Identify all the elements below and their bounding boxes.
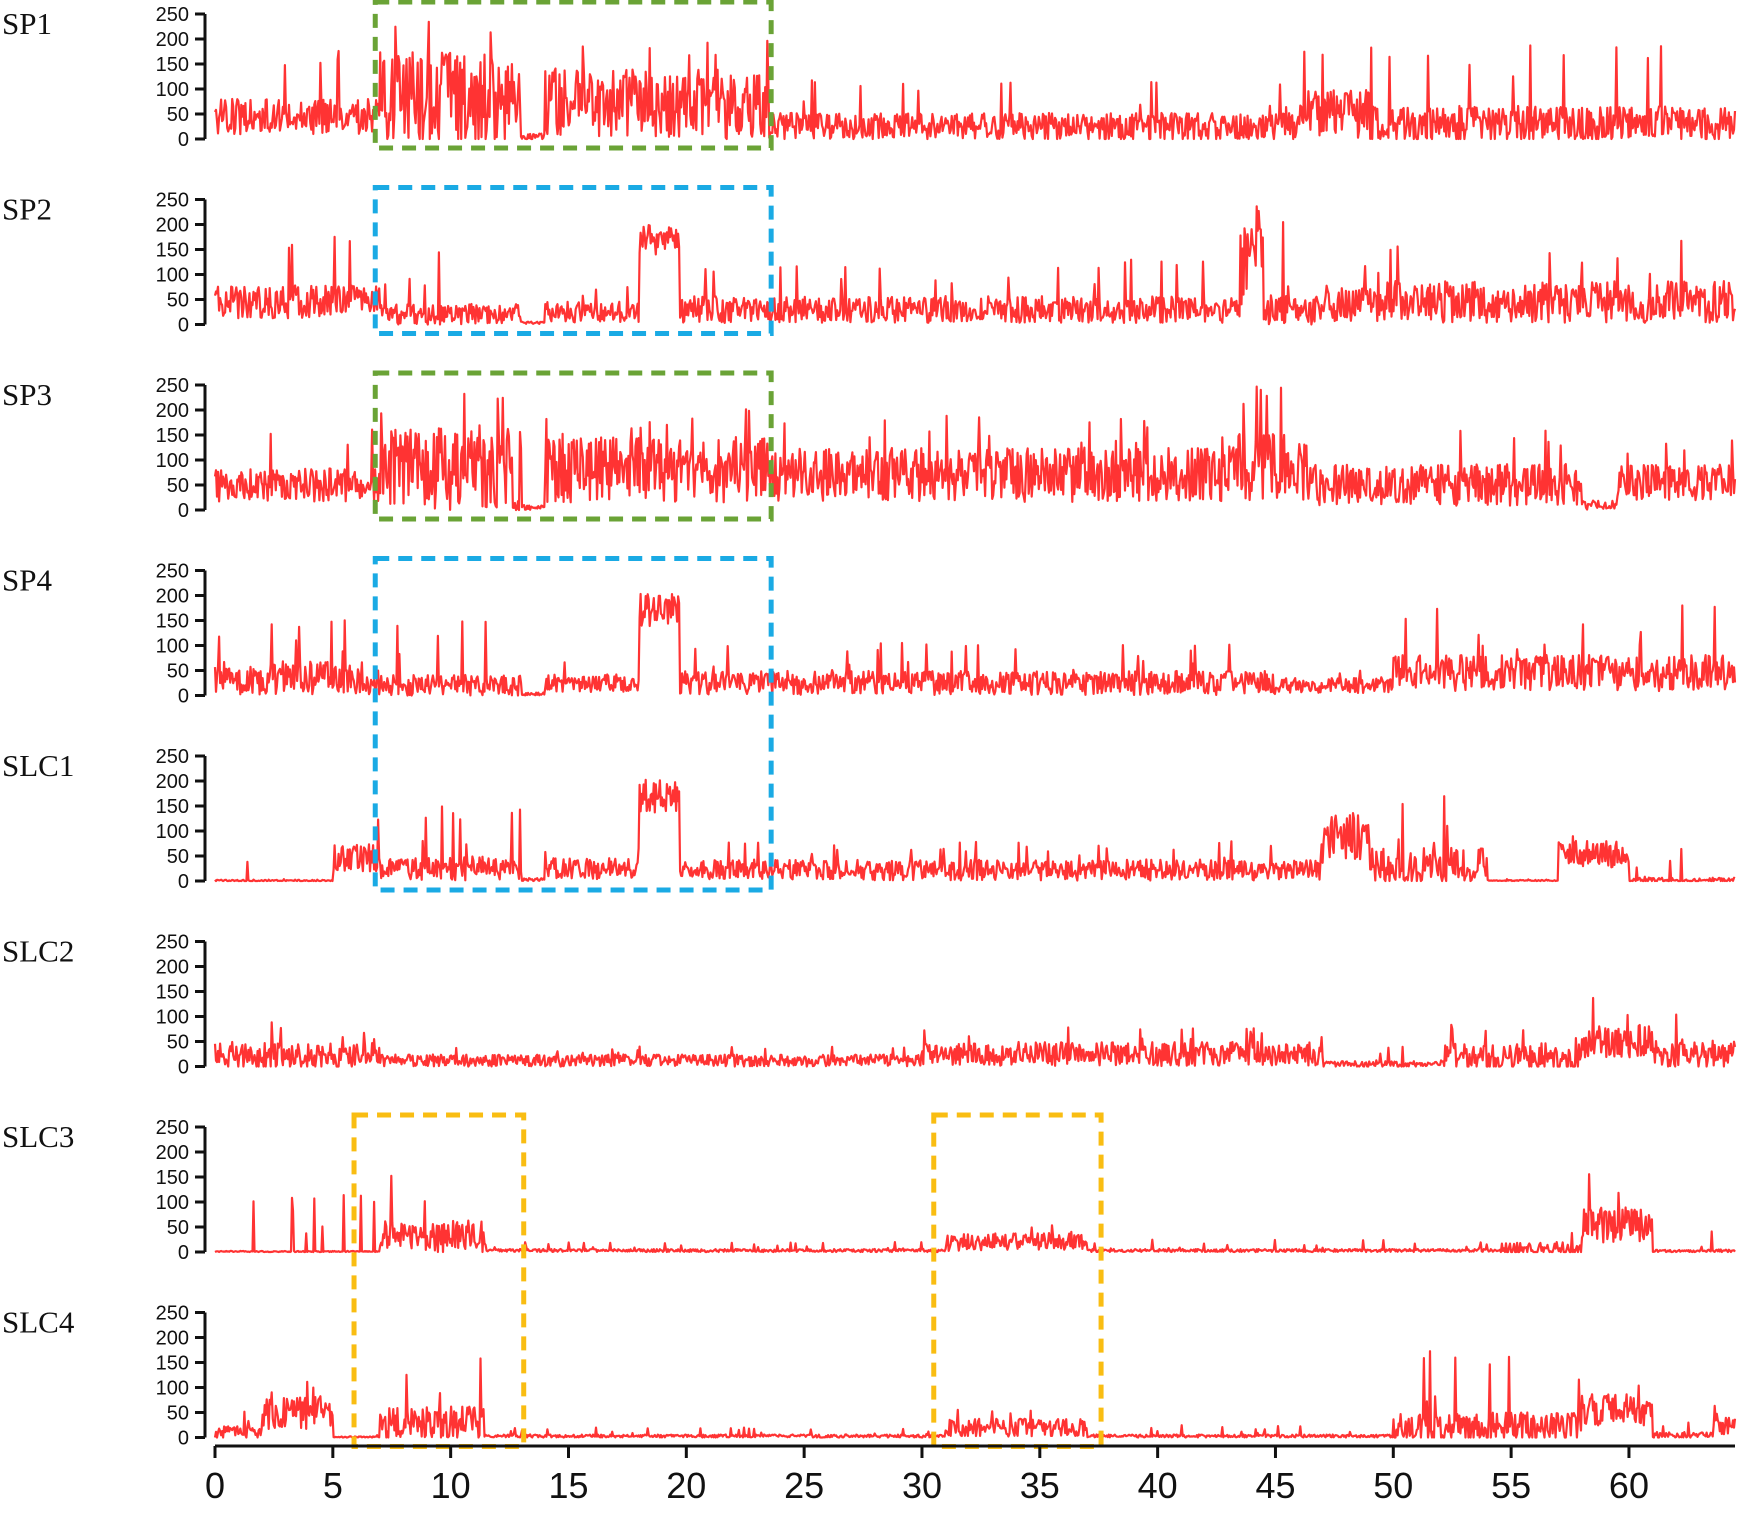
highlight-region [372,370,774,522]
x-tick-label: 10 [431,1465,471,1506]
track-label: SLC2 [2,934,74,969]
series-line [214,778,1736,883]
highlight-region [372,0,774,151]
y-tick-label: 100 [156,821,189,843]
y-tick-label: 50 [167,1403,189,1425]
tracks-layer: SP1 0 50 100 150 200 250 SP2 0 50 100 150 200 250 SP3 0… [2,4,1737,1450]
y-tick-label: 50 [167,1217,189,1239]
y-tick-label: 100 [156,265,189,287]
y-tick-label: 150 [156,1353,189,1375]
series-line [213,1350,1737,1439]
x-tick-label: 0 [205,1465,225,1506]
y-tick-label: 0 [178,686,189,708]
y-tick-label: 200 [156,957,189,979]
track-sp2: SP2 0 50 100 150 200 250 [2,190,1737,337]
x-tick-label: 30 [902,1465,942,1506]
y-tick-label: 0 [178,129,189,151]
y-tick-label: 150 [156,54,189,76]
y-tick-label: 250 [156,375,189,397]
y-tick-label: 100 [156,1378,189,1400]
x-tick-label: 60 [1609,1465,1649,1506]
track-sp1: SP1 0 50 100 150 200 250 [2,4,1737,151]
y-tick-label: 0 [178,315,189,337]
track-label: SP4 [2,563,52,598]
series-line [213,592,1737,697]
highlight-region [931,1112,1104,1449]
x-tick-label: 25 [784,1465,824,1506]
y-tick-label: 0 [178,1242,189,1264]
track-label: SLC1 [2,748,74,783]
track-label: SP1 [2,6,52,41]
track-sp3: SP3 0 50 100 150 200 250 [2,375,1737,522]
y-tick-label: 150 [156,1167,189,1189]
y-tick-label: 0 [178,500,189,522]
x-tick-label: 20 [666,1465,706,1506]
y-tick-label: 0 [178,1428,189,1450]
y-tick-label: 0 [178,1057,189,1079]
y-tick-label: 200 [156,400,189,422]
y-tick-label: 50 [167,1032,189,1054]
y-tick-label: 150 [156,982,189,1004]
y-tick-label: 50 [167,661,189,683]
y-tick-label: 200 [156,215,189,237]
y-tick-label: 50 [167,475,189,497]
x-axis: 0 5 10 15 20 25 30 35 40 45 50 55 60 [205,1444,1735,1506]
y-tick-label: 150 [156,240,189,262]
track-label: SP3 [2,377,52,412]
x-tick-label: 15 [548,1465,588,1506]
highlight-region [372,185,774,336]
y-tick-label: 0 [178,871,189,893]
y-tick-label: 100 [156,1007,189,1029]
x-tick-label: 45 [1255,1465,1295,1506]
y-tick-label: 150 [156,611,189,633]
y-tick-label: 150 [156,796,189,818]
y-tick-label: 100 [156,1192,189,1214]
track-label: SP2 [2,192,52,227]
track-slc3: SLC3 0 50 100 150 200 250 [2,1117,1736,1264]
y-tick-label: 250 [156,1303,189,1325]
y-tick-label: 200 [156,771,189,793]
series-line [213,385,1737,512]
y-tick-label: 50 [167,846,189,868]
track-label: SLC3 [2,1119,74,1154]
y-tick-label: 200 [156,1328,189,1350]
track-slc4: SLC4 0 50 100 150 200 250 [2,1303,1737,1450]
x-tick-label: 5 [323,1465,343,1506]
y-tick-label: 100 [156,636,189,658]
y-tick-label: 250 [156,190,189,212]
x-tick-label: 35 [1020,1465,1060,1506]
highlight-region [372,556,774,893]
y-tick-label: 100 [156,450,189,472]
y-tick-label: 200 [156,29,189,51]
track-label: SLC4 [2,1305,75,1340]
y-tick-label: 200 [156,1142,189,1164]
y-tick-label: 250 [156,1117,189,1139]
y-tick-label: 150 [156,425,189,447]
series-line [213,205,1737,326]
y-tick-label: 250 [156,932,189,954]
y-tick-label: 250 [156,746,189,768]
series-line [214,1173,1736,1254]
y-tick-label: 50 [167,104,189,126]
track-slc2: SLC2 0 50 100 150 200 250 [2,932,1737,1079]
y-tick-label: 50 [167,290,189,312]
x-tick-label: 40 [1138,1465,1178,1506]
y-tick-label: 200 [156,586,189,608]
track-slc1: SLC1 0 50 100 150 200 250 [2,746,1736,893]
y-tick-label: 250 [156,4,189,26]
y-tick-label: 100 [156,79,189,101]
x-tick-label: 50 [1373,1465,1413,1506]
track-sp4: SP4 0 50 100 150 200 250 [2,561,1737,708]
series-line [214,20,1737,141]
y-tick-label: 250 [156,561,189,583]
x-tick-label: 55 [1491,1465,1531,1506]
series-line [213,996,1737,1068]
